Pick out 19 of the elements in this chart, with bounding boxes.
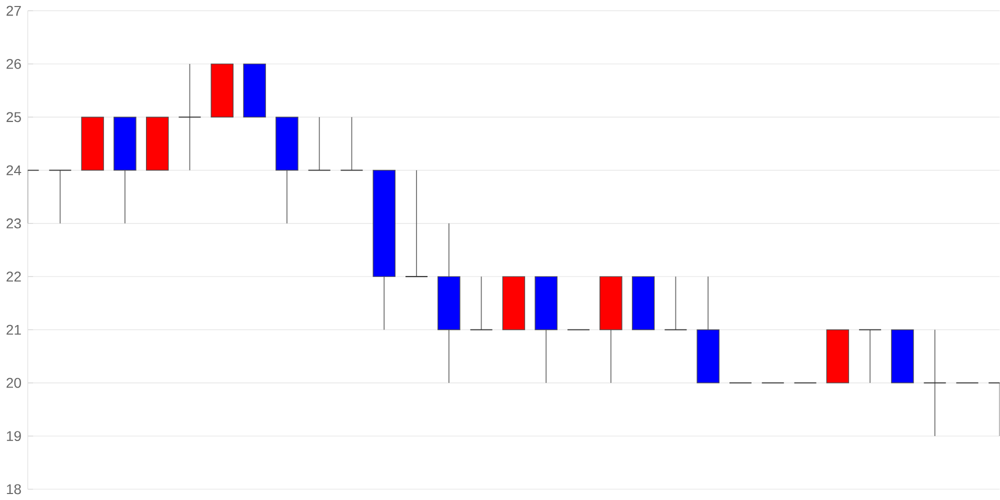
candlestick [48, 170, 72, 224]
y-tick-label: 27 [6, 6, 21, 16]
y-tick-label: 25 [6, 112, 21, 122]
y-tick-label: 21 [6, 324, 21, 335]
candlestick [858, 329, 882, 384]
y-tick-label: 19 [6, 431, 21, 442]
candlestick [923, 329, 946, 436]
candlestick [308, 116, 331, 171]
y-tick-label: 22 [6, 272, 21, 282]
candlestick [404, 170, 428, 278]
candlestick [178, 63, 202, 171]
y-tick-label: 20 [6, 378, 21, 388]
candlestick [470, 276, 493, 330]
y-tick-label: 24 [6, 165, 22, 176]
y-tick-label: 26 [6, 58, 21, 69]
candlestick [664, 276, 688, 330]
candlestick [340, 116, 364, 171]
y-tick-label: 23 [6, 218, 21, 228]
y-tick-label: 18 [6, 484, 21, 494]
